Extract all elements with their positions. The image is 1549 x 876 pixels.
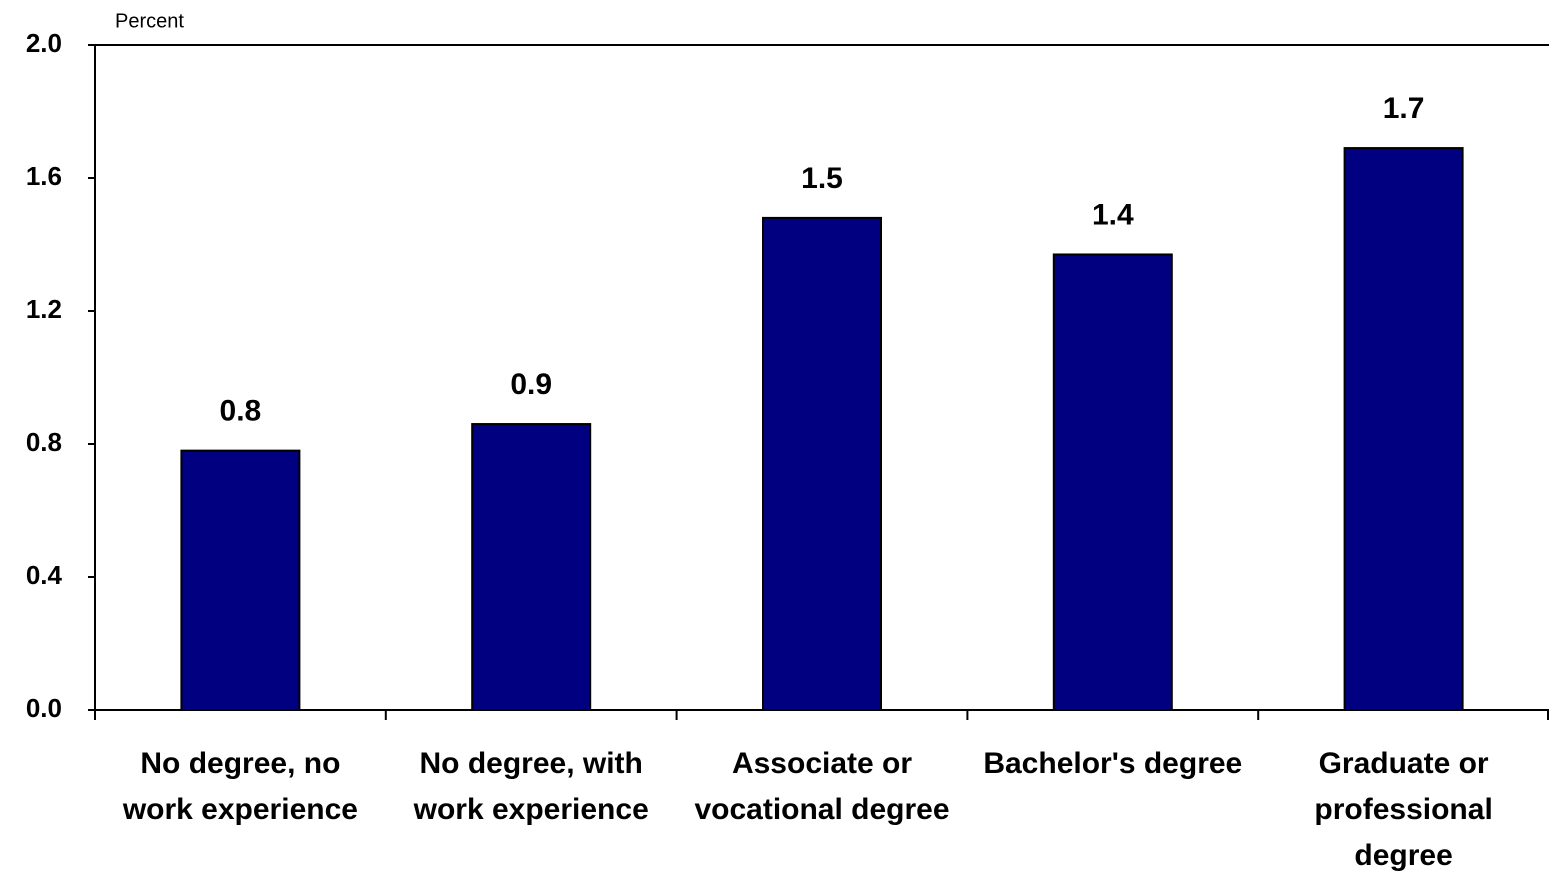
x-tick-label: Associate or vocational degree bbox=[694, 747, 949, 826]
y-tick-label: 1.6 bbox=[26, 161, 62, 191]
bar bbox=[471, 423, 592, 711]
value-label: 1.5 bbox=[801, 162, 843, 195]
y-tick-label: 0.4 bbox=[26, 560, 63, 590]
bar bbox=[180, 449, 301, 711]
bar bbox=[1343, 147, 1464, 711]
value-label: 1.4 bbox=[1092, 198, 1134, 231]
y-tick-label: 1.2 bbox=[26, 294, 62, 324]
y-tick-label: 0.0 bbox=[26, 693, 62, 723]
y-axis-label: Percent bbox=[115, 10, 184, 32]
bar bbox=[1052, 253, 1173, 711]
value-label: 1.7 bbox=[1383, 92, 1425, 125]
bar bbox=[762, 216, 882, 711]
x-tick-label: No degree, no work experience bbox=[122, 747, 358, 826]
x-tick-label: No degree, with work experience bbox=[413, 747, 649, 826]
value-label: 0.9 bbox=[510, 368, 552, 401]
x-tick-label: Bachelor's degree bbox=[983, 747, 1242, 780]
y-tick-label: 0.8 bbox=[26, 427, 62, 457]
y-tick-label: 2.0 bbox=[26, 28, 62, 58]
value-label: 0.8 bbox=[220, 395, 262, 428]
x-tick-label: Graduate or professional degree bbox=[1314, 747, 1492, 872]
